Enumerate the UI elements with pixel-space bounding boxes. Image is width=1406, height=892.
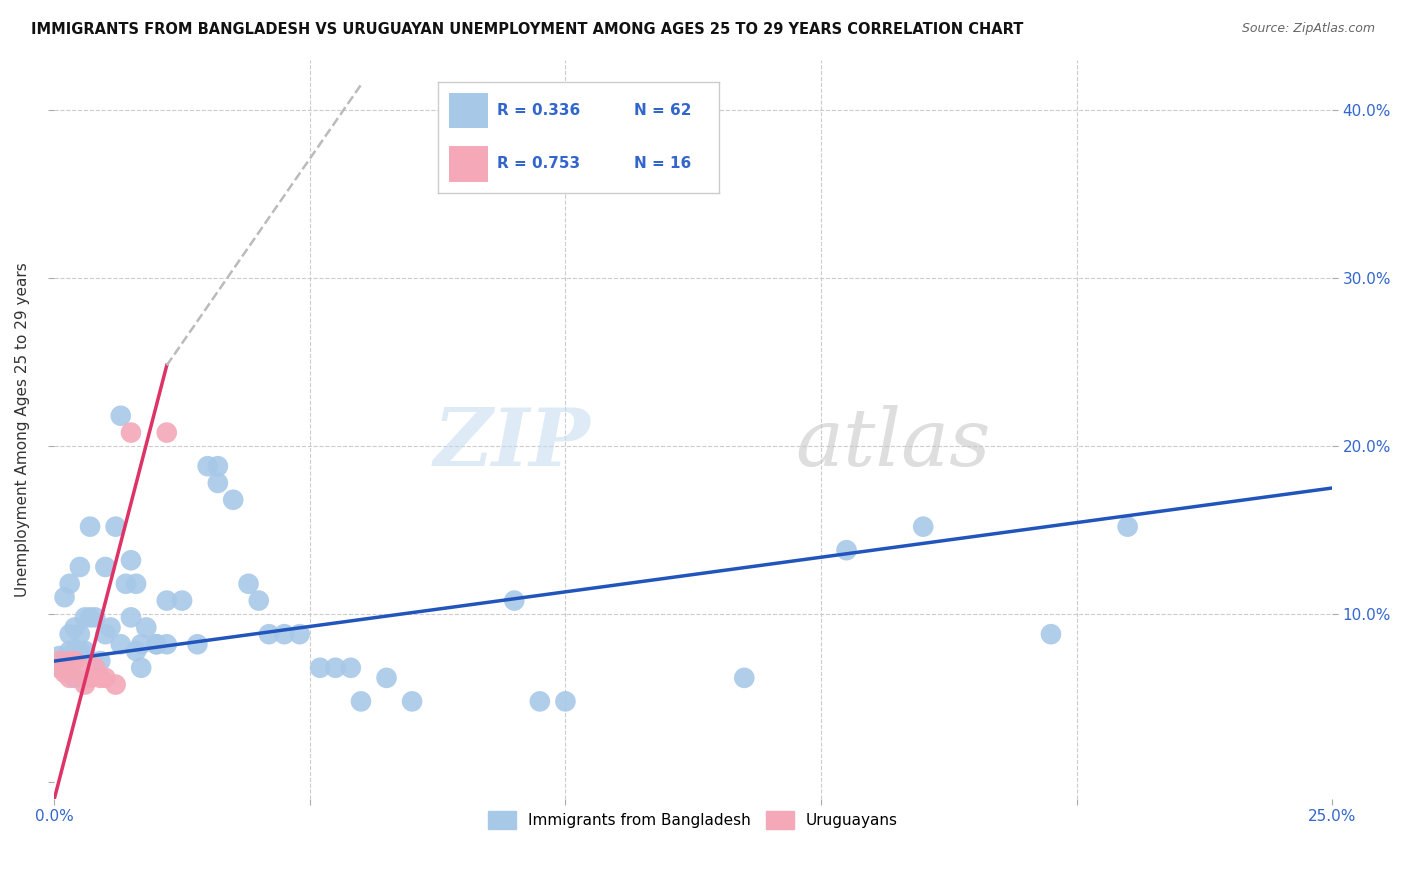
Point xyxy=(120,425,142,440)
Point xyxy=(125,644,148,658)
Point xyxy=(94,627,117,641)
Point xyxy=(273,627,295,641)
Text: atlas: atlas xyxy=(796,405,991,483)
Point xyxy=(257,627,280,641)
Y-axis label: Unemployment Among Ages 25 to 29 years: Unemployment Among Ages 25 to 29 years xyxy=(15,262,30,597)
Point xyxy=(73,644,96,658)
Point xyxy=(79,519,101,533)
Point xyxy=(53,665,76,680)
Point xyxy=(350,694,373,708)
Point xyxy=(110,409,132,423)
Point xyxy=(172,593,194,607)
Point xyxy=(73,610,96,624)
Text: ZIP: ZIP xyxy=(434,405,591,483)
Point xyxy=(156,425,179,440)
Point xyxy=(63,671,86,685)
Point xyxy=(835,543,858,558)
Point xyxy=(84,610,107,624)
Point xyxy=(79,610,101,624)
Point xyxy=(63,620,86,634)
Legend: Immigrants from Bangladesh, Uruguayans: Immigrants from Bangladesh, Uruguayans xyxy=(482,805,904,836)
Point xyxy=(63,644,86,658)
Point xyxy=(84,661,107,675)
Point xyxy=(48,648,70,663)
Point xyxy=(59,654,82,668)
Point xyxy=(1116,519,1139,533)
Point xyxy=(59,576,82,591)
Point xyxy=(503,593,526,607)
Point xyxy=(53,661,76,675)
Point xyxy=(94,560,117,574)
Point xyxy=(100,620,122,634)
Point xyxy=(120,553,142,567)
Point xyxy=(401,694,423,708)
Text: Source: ZipAtlas.com: Source: ZipAtlas.com xyxy=(1241,22,1375,36)
Point xyxy=(59,644,82,658)
Point xyxy=(145,637,167,651)
Point xyxy=(186,637,208,651)
Point xyxy=(89,671,111,685)
Point xyxy=(129,637,152,651)
Text: IMMIGRANTS FROM BANGLADESH VS URUGUAYAN UNEMPLOYMENT AMONG AGES 25 TO 29 YEARS C: IMMIGRANTS FROM BANGLADESH VS URUGUAYAN … xyxy=(31,22,1024,37)
Point xyxy=(325,661,347,675)
Point xyxy=(912,519,935,533)
Point xyxy=(48,654,70,668)
Point xyxy=(207,459,229,474)
Point xyxy=(79,671,101,685)
Point xyxy=(125,576,148,591)
Point xyxy=(73,677,96,691)
Point xyxy=(375,671,398,685)
Point xyxy=(48,661,70,675)
Point xyxy=(238,576,260,591)
Point xyxy=(733,671,755,685)
Point xyxy=(89,654,111,668)
Point xyxy=(1039,627,1062,641)
Point xyxy=(288,627,311,641)
Point xyxy=(104,519,127,533)
Point xyxy=(69,644,91,658)
Point xyxy=(115,576,138,591)
Point xyxy=(309,661,332,675)
Point xyxy=(48,661,70,675)
Point xyxy=(197,459,219,474)
Point xyxy=(145,637,167,651)
Point xyxy=(129,661,152,675)
Point xyxy=(94,671,117,685)
Point xyxy=(59,627,82,641)
Point xyxy=(554,694,576,708)
Point xyxy=(156,637,179,651)
Point xyxy=(69,627,91,641)
Point xyxy=(339,661,361,675)
Point xyxy=(69,661,91,675)
Point xyxy=(69,560,91,574)
Point xyxy=(529,694,551,708)
Point xyxy=(53,654,76,668)
Point xyxy=(135,620,157,634)
Point xyxy=(104,677,127,691)
Point xyxy=(156,593,179,607)
Point xyxy=(53,591,76,605)
Point xyxy=(63,654,86,668)
Point xyxy=(222,492,245,507)
Point xyxy=(110,637,132,651)
Point xyxy=(207,475,229,490)
Point xyxy=(59,671,82,685)
Point xyxy=(247,593,270,607)
Point xyxy=(120,610,142,624)
